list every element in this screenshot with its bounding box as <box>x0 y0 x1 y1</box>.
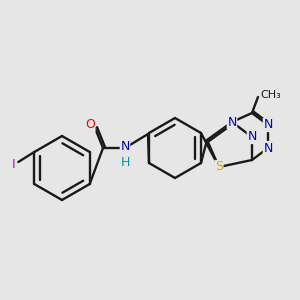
Text: N: N <box>120 140 130 154</box>
Text: N: N <box>263 142 273 154</box>
Text: N: N <box>263 118 273 131</box>
Text: N: N <box>247 130 257 143</box>
Text: H: H <box>120 155 130 169</box>
Text: I: I <box>11 158 15 172</box>
Text: CH₃: CH₃ <box>260 90 281 100</box>
Text: S: S <box>215 160 223 173</box>
Text: O: O <box>85 118 95 131</box>
Text: N: N <box>227 116 237 128</box>
